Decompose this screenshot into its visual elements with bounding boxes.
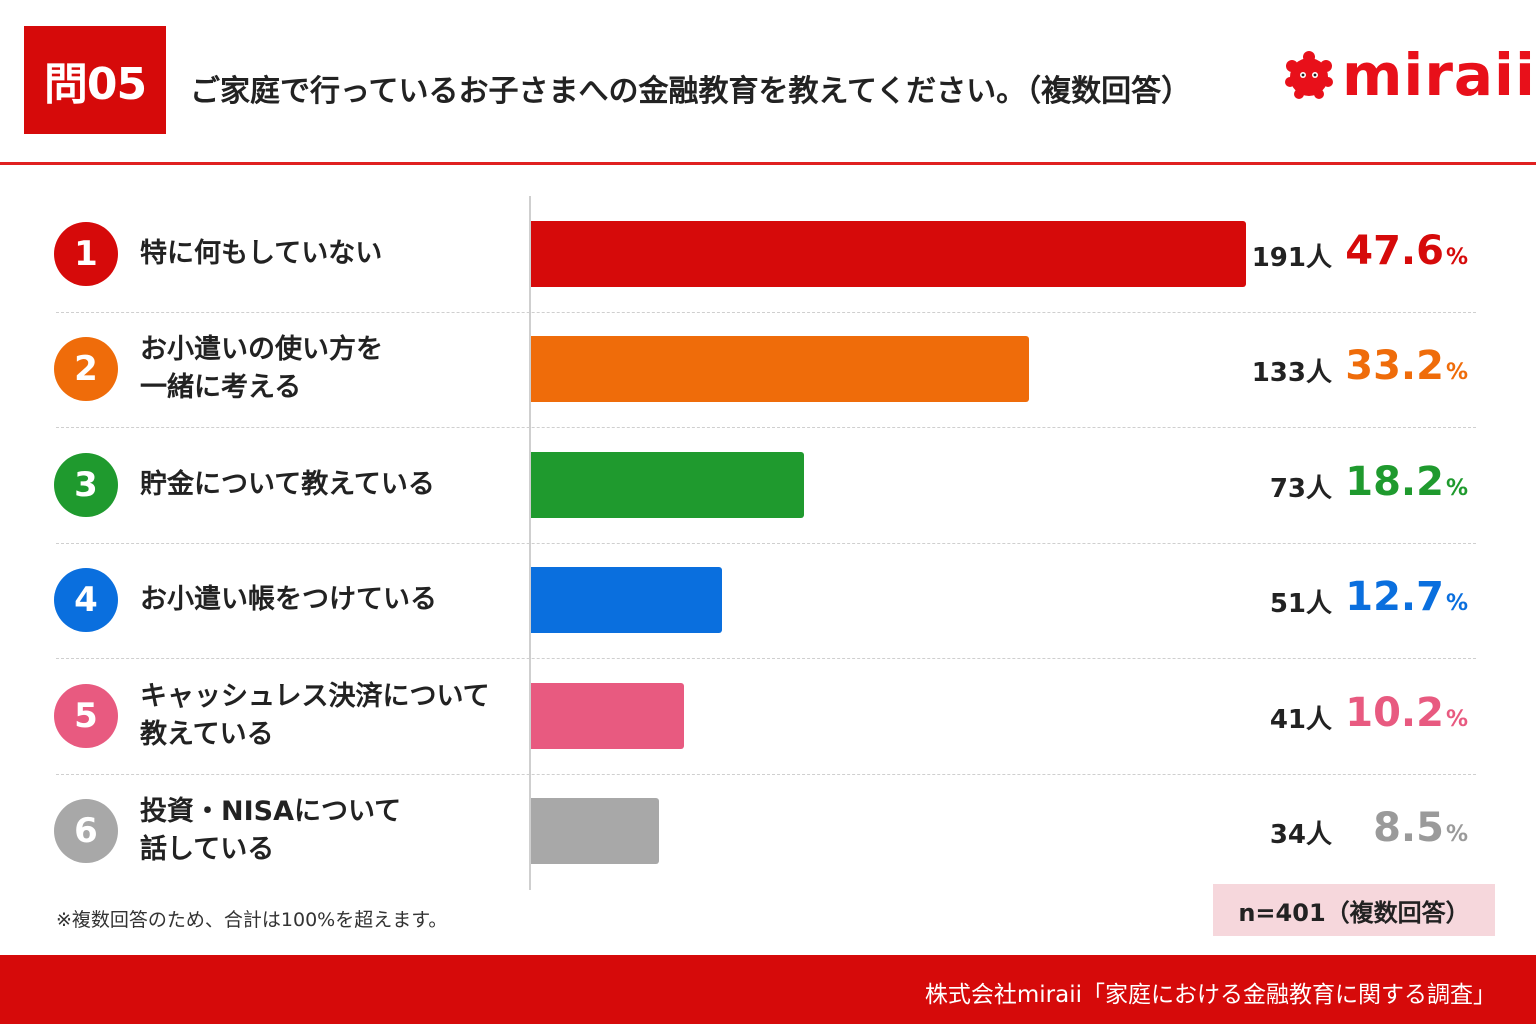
percent-sign: %: [1445, 360, 1468, 385]
sample-size-badge: n=401（複数回答）: [1213, 884, 1495, 936]
percentage-value: 47.6: [1345, 228, 1444, 274]
bar: [531, 221, 1246, 287]
category-label-line: 一緒に考える: [140, 372, 302, 403]
percent-sign: %: [1445, 822, 1468, 847]
percentage-label: 8.5%: [1288, 805, 1468, 851]
percent-sign: %: [1445, 245, 1468, 270]
percentage-value: 18.2: [1345, 459, 1444, 505]
percentage-value: 12.7: [1345, 574, 1444, 620]
brand-logo-text: miraii: [1342, 41, 1536, 109]
category-label: 特に何もしていない: [140, 235, 382, 273]
percentage-label: 18.2%: [1288, 459, 1468, 505]
category-label-line: 特に何もしていない: [140, 238, 383, 269]
category-label-line: 教えている: [140, 719, 274, 750]
percentage-label: 33.2%: [1288, 343, 1468, 389]
percentage-value: 33.2: [1345, 343, 1444, 389]
respondent-count: 34人: [1269, 820, 1332, 850]
footnote: ※複数回答のため、合計は100%を超えます。: [56, 909, 448, 931]
category-label-line: 話している: [140, 834, 275, 865]
bar: [531, 683, 684, 749]
row-divider: [56, 658, 1476, 659]
rank-badge: 4: [54, 568, 118, 632]
percentage-label: 12.7%: [1288, 574, 1468, 620]
header-divider: [0, 162, 1536, 165]
bar: [531, 567, 722, 633]
footer-bar: 株式会社miraii「家庭における金融教育に関する調査」: [0, 955, 1536, 1024]
category-label-line: 貯金について教えている: [140, 469, 435, 500]
bar: [531, 798, 659, 864]
category-label-line: 投資・NISAについて: [140, 796, 402, 827]
category-label-line: お小遣いの使い方を: [140, 334, 383, 365]
rank-badge: 6: [54, 799, 118, 863]
percentage-value: 8.5: [1373, 805, 1444, 851]
row-divider: [56, 427, 1476, 428]
category-label: 貯金について教えている: [140, 466, 435, 504]
respondent-count: 51人: [1269, 589, 1332, 619]
rank-badge: 2: [54, 337, 118, 401]
chart-axis-line: [529, 196, 531, 890]
source-credit: 株式会社miraii「家庭における金融教育に関する調査」: [924, 982, 1496, 1008]
percent-sign: %: [1445, 591, 1468, 616]
rank-badge: 3: [54, 453, 118, 517]
respondent-count: 41人: [1269, 705, 1332, 735]
percentage-label: 47.6%: [1288, 228, 1468, 274]
percent-sign: %: [1445, 476, 1468, 501]
percent-sign: %: [1445, 707, 1468, 732]
mascot-icon: [1285, 51, 1333, 99]
bar: [531, 452, 804, 518]
percentage-value: 10.2: [1345, 690, 1444, 736]
percentage-label: 10.2%: [1288, 690, 1468, 736]
brand-logo: miraii: [1282, 40, 1536, 110]
bar: [531, 336, 1029, 402]
row-divider: [56, 543, 1476, 544]
category-label-line: お小遣い帳をつけている: [140, 584, 437, 615]
row-divider: [56, 774, 1476, 775]
category-label: キャッシュレス決済について 教えている: [140, 678, 490, 754]
page-title: ご家庭で行っているお子さまへの金融教育を教えてください。（複数回答）: [190, 74, 1192, 109]
row-divider: [56, 312, 1476, 313]
category-label: お小遣い帳をつけている: [140, 581, 437, 619]
rank-badge: 1: [54, 222, 118, 286]
category-label-line: キャッシュレス決済について: [140, 681, 490, 712]
respondent-count: 73人: [1269, 474, 1332, 504]
question-number-badge: 問05: [24, 26, 166, 134]
respondent-count: 191人: [1251, 243, 1332, 273]
respondent-count: 133人: [1251, 358, 1332, 388]
category-label: お小遣いの使い方を 一緒に考える: [140, 331, 383, 407]
category-label: 投資・NISAについて 話している: [140, 793, 401, 869]
rank-badge: 5: [54, 684, 118, 748]
